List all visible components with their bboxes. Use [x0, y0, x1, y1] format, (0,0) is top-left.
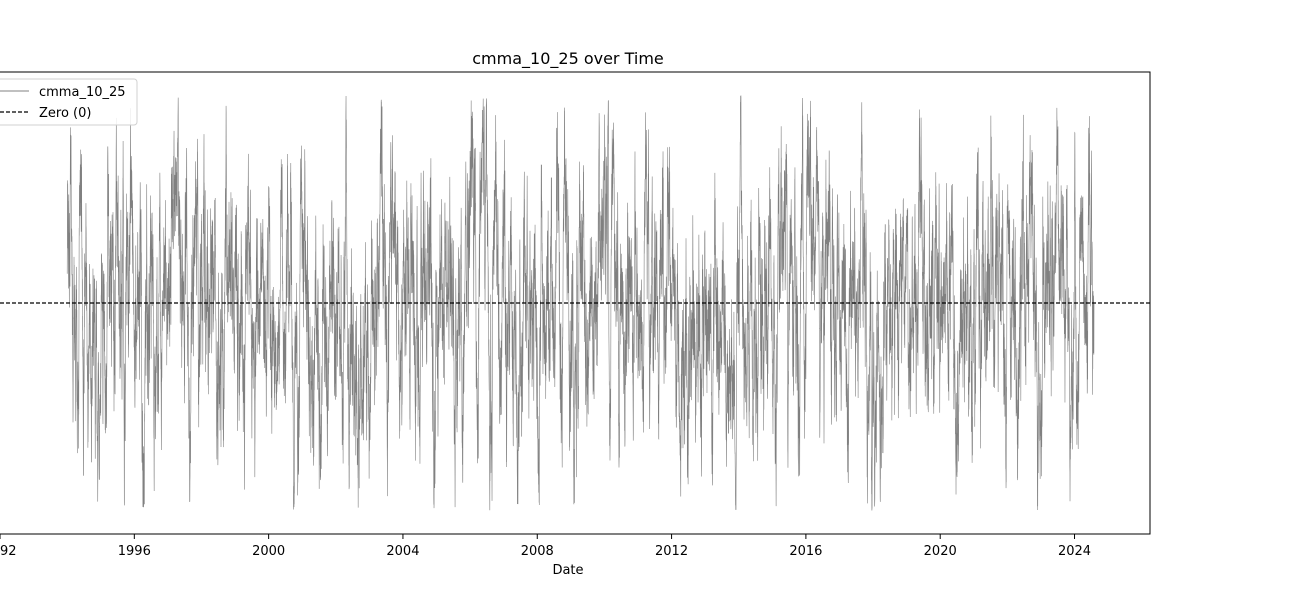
x-tick-label-2016: 2016 — [789, 544, 822, 559]
x-tick-label-2008: 2008 — [521, 544, 554, 559]
legend-box — [0, 78, 138, 126]
x-tick-label-2012: 2012 — [655, 544, 688, 559]
x-axis-label: Date — [552, 563, 583, 578]
x-tick-label-2020: 2020 — [924, 544, 957, 559]
plot-area — [0, 71, 1151, 535]
x-tick-label-2004: 2004 — [386, 544, 419, 559]
x-tick-label-1992: 1992 — [0, 544, 17, 559]
legend: cmma_10_25 Zero (0) — [0, 78, 138, 126]
chart-title: cmma_10_25 over Time — [472, 49, 664, 69]
legend-label-cmma: cmma_10_25 — [39, 85, 126, 100]
x-tick-label-1996: 1996 — [118, 544, 151, 559]
x-tick-label-2024: 2024 — [1058, 544, 1091, 559]
x-axis: 1992 1996 2000 2004 2008 2012 2016 2020 2024 — [0, 534, 1091, 559]
series-group — [66, 95, 1095, 511]
x-tick-label-2000: 2000 — [252, 544, 285, 559]
series-line-cmma — [66, 95, 1095, 511]
legend-label-zero: Zero (0) — [39, 106, 91, 121]
